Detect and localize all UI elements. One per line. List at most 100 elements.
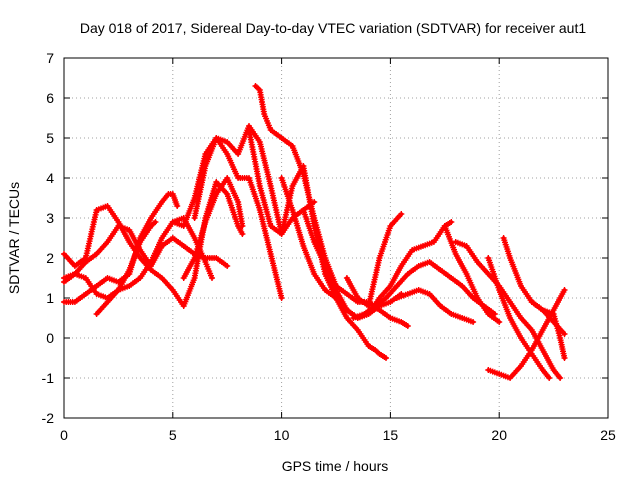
data-point: [377, 308, 382, 312]
data-point: [377, 296, 382, 300]
data-point: [493, 312, 497, 316]
series-track-7: [180, 175, 246, 281]
data-point: [160, 236, 164, 240]
data-point: [73, 300, 77, 304]
data-point: [73, 264, 77, 268]
data-point: [214, 180, 219, 184]
data-point: [290, 184, 295, 188]
data-point: [240, 224, 245, 228]
data-point: [262, 112, 267, 116]
data-point: [530, 348, 534, 352]
data-point: [290, 144, 295, 148]
data-point: [443, 224, 447, 228]
data-point: [519, 316, 523, 320]
data-point: [279, 232, 284, 236]
data-point: [558, 376, 562, 380]
data-point: [181, 276, 186, 280]
data-point: [471, 320, 475, 324]
data-point: [345, 292, 349, 296]
data-point: [84, 260, 88, 264]
data-point: [160, 200, 164, 204]
data-point: [399, 264, 404, 268]
data-point: [258, 208, 262, 212]
data-point: [449, 220, 454, 224]
data-point: [377, 352, 382, 356]
data-point: [475, 260, 480, 264]
data-point: [312, 200, 317, 204]
data-point: [94, 252, 99, 256]
data-point: [460, 316, 465, 320]
data-point: [138, 256, 142, 260]
data-point: [497, 288, 502, 292]
data-point: [406, 272, 410, 276]
data-point: [138, 276, 142, 280]
data-point: [301, 244, 306, 248]
data-point: [236, 200, 240, 204]
series-track-21: [528, 299, 568, 361]
data-point: [171, 220, 175, 224]
data-point: [214, 136, 219, 140]
data-point: [258, 88, 262, 92]
data-point: [268, 184, 273, 188]
data-point: [551, 368, 556, 372]
data-point: [323, 264, 327, 268]
data-point: [366, 304, 371, 308]
data-point: [530, 300, 534, 304]
data-point: [225, 264, 229, 268]
data-point: [501, 236, 506, 240]
series-line: [279, 176, 388, 360]
data-point: [475, 296, 480, 300]
data-point: [464, 244, 469, 248]
data-point: [258, 140, 262, 144]
data-point: [268, 128, 273, 132]
data-point: [486, 256, 491, 260]
data-point: [519, 336, 523, 340]
data-point: [268, 252, 273, 256]
data-point: [94, 208, 99, 212]
data-point: [551, 308, 556, 312]
data-point: [395, 284, 399, 288]
data-point: [519, 284, 523, 288]
data-point: [84, 276, 88, 280]
data-point: [192, 256, 197, 260]
ticks-layer: 0 5 10 15 20 25 -2 -1 0 1 2 3 4 5 6 7: [42, 50, 616, 443]
data-point: [486, 312, 491, 316]
data-point: [377, 256, 382, 260]
data-point: [508, 376, 512, 380]
data-point: [345, 308, 349, 312]
data-point: [214, 256, 219, 260]
data-point: [116, 220, 121, 224]
data-point: [149, 216, 153, 220]
data-point: [432, 240, 436, 244]
y-tick-label: 7: [46, 50, 54, 66]
data-point: [236, 176, 240, 180]
data-point: [395, 296, 399, 300]
data-point: [94, 292, 99, 296]
data-point: [138, 240, 142, 244]
data-point: [203, 220, 208, 224]
data-point: [384, 296, 388, 300]
series-track-18: [485, 255, 553, 381]
data-point: [84, 292, 88, 296]
y-tick-label: 3: [46, 210, 54, 226]
data-point: [460, 284, 465, 288]
data-point: [471, 296, 475, 300]
series-track-20: [485, 287, 568, 381]
series-layer: [61, 83, 568, 381]
data-point: [416, 264, 421, 268]
data-point: [210, 276, 214, 280]
series-markers: [278, 175, 389, 361]
data-point: [225, 140, 229, 144]
y-tick-label: -2: [42, 410, 55, 426]
data-point: [384, 356, 388, 360]
data-point: [540, 348, 545, 352]
data-point: [388, 316, 393, 320]
data-point: [73, 272, 77, 276]
data-point: [438, 268, 443, 272]
data-point: [497, 372, 502, 376]
x-tick-label: 10: [274, 427, 290, 443]
data-point: [253, 84, 258, 88]
data-point: [508, 256, 512, 260]
data-point: [345, 276, 349, 280]
